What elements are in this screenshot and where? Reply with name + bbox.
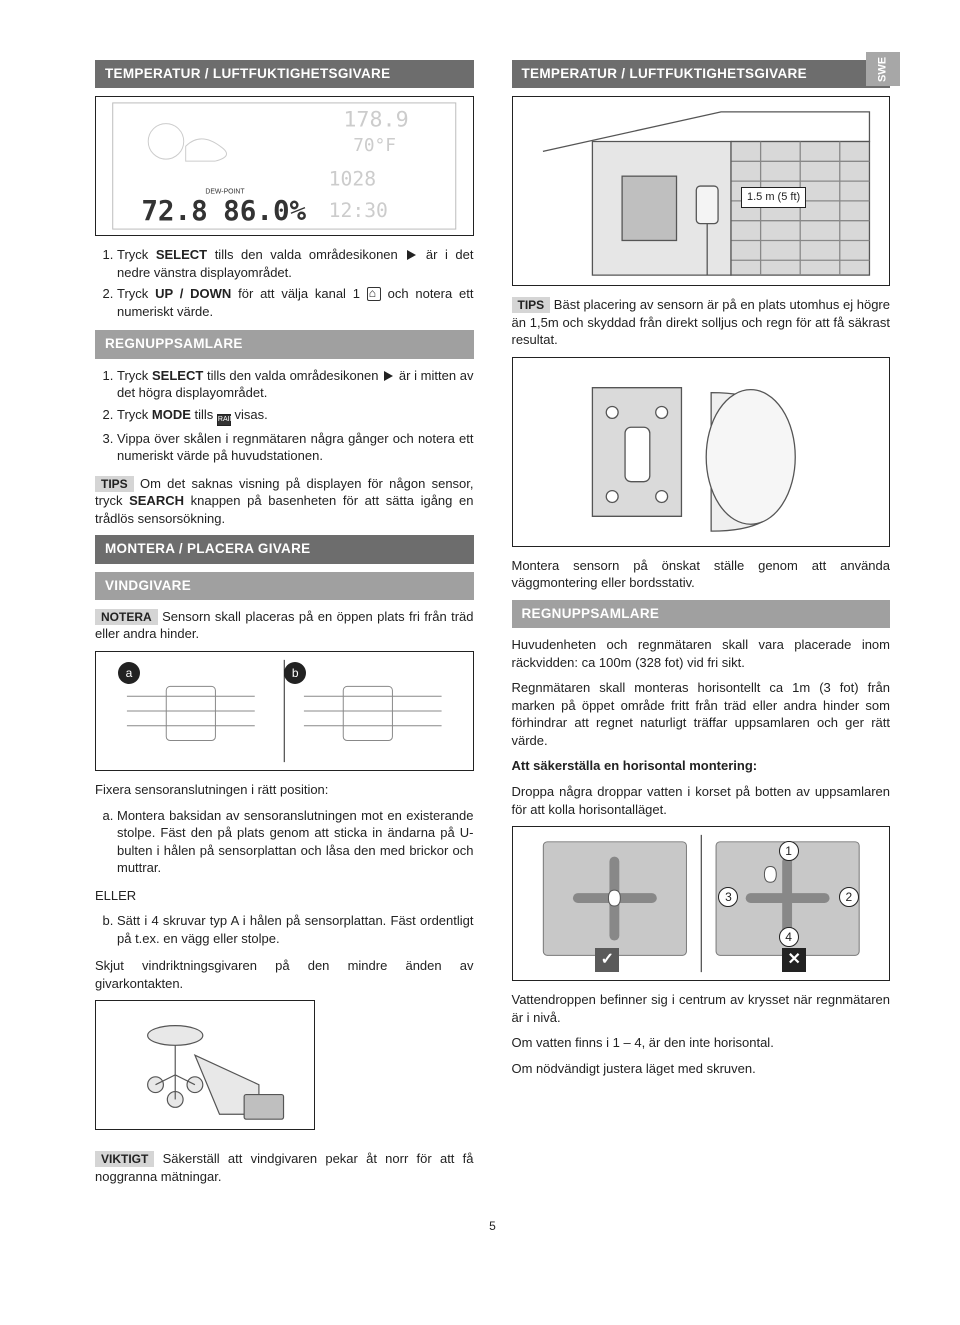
rain-p4: Droppa några droppar vatten i korset på …	[512, 783, 891, 818]
svg-text:1028: 1028	[329, 168, 376, 191]
cross-num-1: 1	[779, 841, 799, 861]
left-column: TEMPERATUR / LUFTFUKTIGHETSGIVARE 178.9 …	[95, 60, 474, 1194]
svg-text:70°F: 70°F	[353, 136, 396, 156]
svg-text:DEW-POINT: DEW-POINT	[205, 189, 245, 196]
tips-placement-paragraph: TIPS Bäst placering av sensorn är på en …	[512, 296, 891, 349]
temp-steps-list: Tryck SELECT tills den valda områdesikon…	[95, 246, 474, 320]
figure-lcd-display: 178.9 70°F 1028 12:30 72.8 86.0% DEW-POI…	[95, 96, 474, 236]
svg-text:12:30: 12:30	[329, 199, 388, 222]
page-number: 5	[95, 1218, 890, 1234]
channel-icon	[367, 287, 381, 301]
mount-text: Montera sensorn på önskat ställe genom a…	[512, 557, 891, 592]
svg-text:72.8: 72.8	[141, 194, 207, 227]
fix-list-b: Sätt i 4 skruvar typ A i hålen på sensor…	[95, 912, 474, 947]
svg-text:86.0%: 86.0%	[223, 194, 306, 227]
fix-intro: Fixera sensoranslutningen i rätt positio…	[95, 781, 474, 799]
rain-p3: Att säkerställa en horisontal montering:	[512, 757, 891, 775]
two-column-layout: TEMPERATUR / LUFTFUKTIGHETSGIVARE 178.9 …	[95, 60, 890, 1194]
wind-push-text: Skjut vindriktningsgivaren på den mindre…	[95, 957, 474, 992]
tips-tag: TIPS	[95, 476, 134, 492]
eller-text: ELLER	[95, 887, 474, 905]
figure-mount-ab: a b	[95, 651, 474, 771]
rain-step-1: Tryck SELECT tills den valda områdesikon…	[117, 367, 474, 402]
rain-p2: Regnmätaren skall monteras horisontellt …	[512, 679, 891, 749]
notera-tag: NOTERA	[95, 609, 158, 625]
figure-cross-level: 1 2 3 4 ✓ ✕	[512, 826, 891, 981]
sub-header-wind: VINDGIVARE	[95, 572, 474, 600]
x-icon: ✕	[782, 948, 806, 972]
fix-option-a: Montera baksidan av sensoranslutningen m…	[117, 807, 474, 877]
viktigt-paragraph: VIKTIGT Säkerställ att vindgivaren pekar…	[95, 1150, 474, 1185]
rain-p6: Om vatten finns i 1 – 4, är den inte hor…	[512, 1034, 891, 1052]
rain-p1: Huvudenheten och regnmätaren skall vara …	[512, 636, 891, 671]
viktigt-tag: VIKTIGT	[95, 1151, 154, 1167]
rain-p7: Om nödvändigt justera läget med skruven.	[512, 1060, 891, 1078]
tips-tag: TIPS	[512, 297, 551, 313]
rain-mode-icon: RAIN	[217, 414, 231, 426]
section-header-mount: MONTERA / PLACERA GIVARE	[95, 535, 474, 563]
fix-option-b: Sätt i 4 skruvar typ A i hålen på sensor…	[117, 912, 474, 947]
notera-paragraph: NOTERA Sensorn skall placeras på en öppe…	[95, 608, 474, 643]
rain-p5: Vattendroppen befinner sig i centrum av …	[512, 991, 891, 1026]
badge-a: a	[118, 662, 140, 684]
section-header-temp-right: TEMPERATUR / LUFTFUKTIGHETSGIVARE	[512, 60, 891, 88]
rain-steps-list: Tryck SELECT tills den valda områdesikon…	[95, 367, 474, 465]
figure-mount-bracket	[512, 357, 891, 547]
sub-header-rain-left: REGNUPPSAMLARE	[95, 330, 474, 358]
right-column: TEMPERATUR / LUFTFUKTIGHETSGIVARE 1.5 m …	[512, 60, 891, 1194]
figure-anemometer	[95, 1000, 315, 1130]
cross-num-2: 2	[839, 887, 859, 907]
rain-step-2: Tryck MODE tills RAIN visas.	[117, 406, 474, 426]
cross-num-4: 4	[779, 927, 799, 947]
temp-step-2: Tryck UP / DOWN för att välja kanal 1 oc…	[117, 285, 474, 320]
triangle-icon	[384, 371, 393, 381]
svg-text:178.9: 178.9	[343, 108, 408, 133]
check-icon: ✓	[595, 948, 619, 972]
sub-header-rain-right: REGNUPPSAMLARE	[512, 600, 891, 628]
rain-step-3: Vippa över skålen i regnmätaren några gå…	[117, 430, 474, 465]
fix-list: Montera baksidan av sensoranslutningen m…	[95, 807, 474, 877]
language-tab: SWE	[866, 52, 900, 86]
distance-label: 1.5 m (5 ft)	[741, 187, 806, 208]
figure-house-placement: 1.5 m (5 ft)	[512, 96, 891, 286]
section-header-temp-left: TEMPERATUR / LUFTFUKTIGHETSGIVARE	[95, 60, 474, 88]
tips-search-paragraph: TIPS Om det saknas visning på displayen …	[95, 475, 474, 528]
temp-step-1: Tryck SELECT tills den valda områdesikon…	[117, 246, 474, 281]
triangle-icon	[407, 250, 416, 260]
